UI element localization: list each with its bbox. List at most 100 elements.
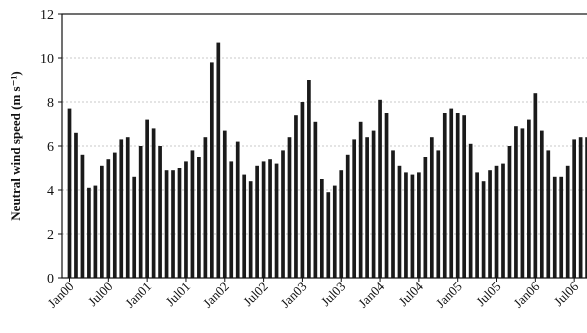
- bar: [539, 130, 544, 278]
- bar: [67, 108, 72, 278]
- bar: [332, 185, 337, 278]
- x-tick-label: Jul02: [240, 279, 271, 310]
- bar: [527, 119, 531, 278]
- bar: [184, 161, 188, 278]
- bar: [565, 165, 570, 278]
- bar: [197, 157, 201, 278]
- bar: [423, 157, 428, 278]
- x-tick-label: Jul00: [85, 279, 116, 310]
- y-tick-label: 4: [47, 184, 54, 199]
- bar: [572, 139, 577, 278]
- bar: [436, 150, 441, 278]
- bar: [171, 170, 175, 278]
- bar: [488, 170, 492, 278]
- x-tick-label: Jan03: [277, 279, 309, 311]
- bar: [391, 150, 395, 278]
- bar: [384, 113, 389, 278]
- bar: [287, 137, 292, 278]
- x-tick-label: Jul06: [551, 278, 582, 309]
- bar: [578, 137, 583, 278]
- bar: [106, 159, 111, 278]
- bar: [281, 150, 285, 278]
- bar: [100, 165, 104, 278]
- bar: [93, 185, 98, 278]
- bar: [229, 161, 234, 278]
- bar: [87, 187, 91, 278]
- bar: [533, 93, 538, 278]
- y-tick-label: 10: [40, 52, 54, 67]
- bar: [80, 154, 85, 278]
- bar: [378, 99, 382, 278]
- x-tick-label: Jul05: [473, 279, 504, 310]
- bar: [507, 146, 512, 278]
- x-tick-label: Jan05: [433, 279, 465, 311]
- bar: [404, 172, 408, 278]
- bar: [313, 121, 318, 278]
- y-tick-label: 6: [47, 140, 54, 155]
- bar: [242, 174, 247, 278]
- bar: [365, 137, 369, 278]
- bar: [319, 179, 324, 278]
- y-tick-label: 12: [40, 8, 54, 23]
- bar: [112, 152, 117, 278]
- bar: [326, 192, 331, 278]
- x-tick-label: Jan04: [355, 278, 387, 310]
- y-tick-label: 2: [47, 228, 54, 243]
- bar: [468, 143, 473, 278]
- bar: [74, 132, 78, 278]
- y-axis-label: Neutral wind speed (m s⁻¹): [8, 71, 23, 220]
- y-tick-label: 8: [47, 96, 54, 111]
- bar: [552, 176, 557, 278]
- bar: [132, 176, 137, 278]
- bar: [410, 174, 415, 278]
- bar: [190, 150, 195, 278]
- bar: [300, 102, 305, 278]
- bar: [248, 181, 253, 278]
- bar: [397, 165, 402, 278]
- bar: [222, 130, 227, 278]
- bar: [358, 121, 363, 278]
- bar: [138, 146, 143, 278]
- bar: [119, 139, 124, 278]
- bar: [145, 119, 149, 278]
- bar: [209, 62, 214, 279]
- bar: [203, 137, 208, 278]
- bar: [546, 150, 551, 278]
- bar: [294, 115, 298, 278]
- bar: [235, 141, 240, 278]
- bar: [125, 137, 130, 278]
- bar: [164, 170, 169, 278]
- bar: [151, 128, 156, 278]
- plot-frame: [61, 13, 587, 279]
- bar: [268, 159, 272, 278]
- bar: [261, 161, 266, 278]
- bar: [255, 165, 259, 278]
- y-tick-label: 0: [47, 272, 54, 287]
- bar: [274, 163, 279, 278]
- bar: [442, 113, 447, 278]
- bar: [520, 128, 525, 278]
- bar: [339, 170, 344, 278]
- bar: [514, 126, 518, 278]
- x-axis-ticks: Jan00 Jul00 Jan01 Jul01 Jan02 Jul02 Jan03 Jul03…: [45, 278, 582, 311]
- bar: [559, 176, 564, 278]
- x-tick-label: Jan06: [510, 278, 542, 310]
- bar: [352, 139, 357, 278]
- bar: [481, 181, 486, 278]
- bar: [455, 113, 460, 278]
- bar: [585, 137, 587, 278]
- bar: [417, 172, 421, 278]
- bar: [501, 163, 505, 278]
- bar: [494, 165, 499, 278]
- x-tick-label: Jan02: [200, 279, 232, 311]
- bar: [462, 115, 467, 278]
- bar: [216, 42, 221, 278]
- x-tick-label: Jan01: [122, 279, 154, 311]
- bar: [158, 146, 162, 278]
- bar: [475, 172, 479, 278]
- bar: [429, 137, 434, 278]
- bar: [345, 154, 350, 278]
- bar: [371, 130, 376, 278]
- x-tick-label: Jul01: [163, 279, 194, 310]
